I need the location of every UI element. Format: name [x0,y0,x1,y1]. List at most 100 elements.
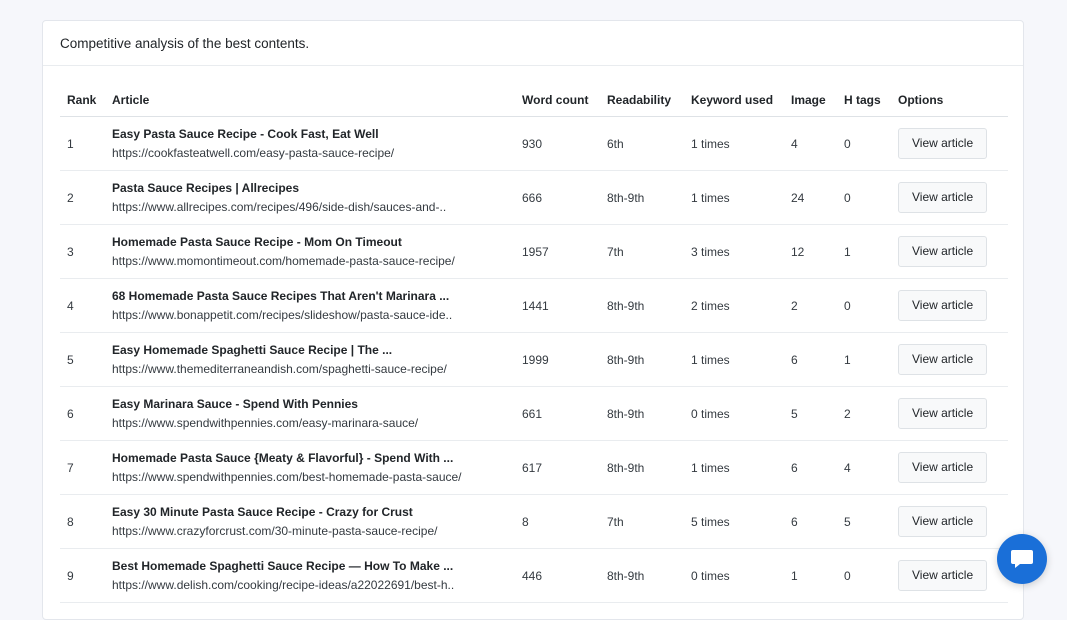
rank-cell: 2 [60,170,105,225]
card-title: Competitive analysis of the best content… [43,21,1023,66]
article-url: https://www.spendwithpennies.com/best-ho… [112,470,462,484]
options-cell: View article [891,440,1008,495]
article-title: Easy Marinara Sauce - Spend With Pennies [112,397,358,411]
table-row: 5 Easy Homemade Spaghetti Sauce Recipe | … [60,332,1008,387]
article-url: https://cookfasteatwell.com/easy-pasta-s… [112,146,395,160]
readability-cell: 7th [600,494,684,549]
article-cell: Pasta Sauce Recipes | Allrecipes https://… [105,170,515,225]
image-count-cell: 24 [784,170,837,225]
table-row: 2 Pasta Sauce Recipes | Allrecipes https:/… [60,170,1008,225]
rank-cell: 5 [60,332,105,387]
table-row: 3 Homemade Pasta Sauce Recipe - Mom On Ti… [60,224,1008,279]
options-cell: View article [891,278,1008,333]
article-title: 68 Homemade Pasta Sauce Recipes That Are… [112,289,450,303]
h-tags-cell: 1 [837,224,891,279]
readability-cell: 8th-9th [600,332,684,387]
keyword-used-cell: 2 times [684,278,784,333]
rank-cell: 7 [60,440,105,495]
options-cell: View article [891,116,1008,171]
article-url: https://www.bonappetit.com/recipes/slide… [112,308,453,322]
image-count-cell: 12 [784,224,837,279]
header-image: Image [784,83,837,117]
table-row: 4 68 Homemade Pasta Sauce Recipes That Ar… [60,278,1008,333]
keyword-used-cell: 3 times [684,224,784,279]
options-cell: View article [891,224,1008,279]
article-title: Easy 30 Minute Pasta Sauce Recipe - Craz… [112,505,413,519]
readability-cell: 8th-9th [600,548,684,603]
rank-cell: 3 [60,224,105,279]
article-cell: Easy Homemade Spaghetti Sauce Recipe | T… [105,332,515,387]
article-cell: Best Homemade Spaghetti Sauce Recipe — H… [105,548,515,603]
rank-cell: 9 [60,548,105,603]
image-count-cell: 4 [784,116,837,171]
header-word-count: Word count [515,83,600,117]
image-count-cell: 6 [784,494,837,549]
article-title: Pasta Sauce Recipes | Allrecipes [112,181,300,195]
h-tags-cell: 0 [837,548,891,603]
h-tags-cell: 0 [837,278,891,333]
view-article-button[interactable]: View article [898,452,988,483]
article-title: Homemade Pasta Sauce Recipe - Mom On Tim… [112,235,402,249]
competitive-analysis-card: Competitive analysis of the best content… [42,20,1024,620]
view-article-button[interactable]: View article [898,182,988,213]
table-row: 6 Easy Marinara Sauce - Spend With Pennie… [60,386,1008,441]
word-count-cell: 1441 [515,278,600,333]
view-article-button[interactable]: View article [898,236,988,267]
options-cell: View article [891,170,1008,225]
chat-bubble-icon [1011,550,1033,568]
article-url: https://www.allrecipes.com/recipes/496/s… [112,200,447,214]
competitive-analysis-table: Rank Article Word count Readability Keyw… [60,83,1008,603]
readability-cell: 7th [600,224,684,279]
table-row: 7 Homemade Pasta Sauce {Meaty & Flavorful… [60,440,1008,495]
article-cell: Homemade Pasta Sauce {Meaty & Flavorful}… [105,440,515,495]
rank-cell: 8 [60,494,105,549]
article-cell: 68 Homemade Pasta Sauce Recipes That Are… [105,278,515,333]
table-row: 1 Easy Pasta Sauce Recipe - Cook Fast, Ea… [60,116,1008,171]
image-count-cell: 6 [784,440,837,495]
image-count-cell: 1 [784,548,837,603]
word-count-cell: 1957 [515,224,600,279]
header-rank: Rank [60,83,105,117]
h-tags-cell: 5 [837,494,891,549]
h-tags-cell: 2 [837,386,891,441]
readability-cell: 6th [600,116,684,171]
article-url: https://www.crazyforcrust.com/30-minute-… [112,524,438,538]
article-url: https://www.spendwithpennies.com/easy-ma… [112,416,419,430]
word-count-cell: 8 [515,494,600,549]
chat-button[interactable] [997,534,1047,584]
word-count-cell: 930 [515,116,600,171]
view-article-button[interactable]: View article [898,398,988,429]
view-article-button[interactable]: View article [898,290,988,321]
header-options: Options [891,83,1008,117]
word-count-cell: 1999 [515,332,600,387]
h-tags-cell: 1 [837,332,891,387]
readability-cell: 8th-9th [600,386,684,441]
options-cell: View article [891,548,1008,603]
h-tags-cell: 0 [837,170,891,225]
view-article-button[interactable]: View article [898,344,988,375]
table-row: 8 Easy 30 Minute Pasta Sauce Recipe - Cra… [60,494,1008,549]
h-tags-cell: 0 [837,116,891,171]
word-count-cell: 666 [515,170,600,225]
article-cell: Homemade Pasta Sauce Recipe - Mom On Tim… [105,224,515,279]
word-count-cell: 661 [515,386,600,441]
view-article-button[interactable]: View article [898,506,988,537]
article-cell: Easy 30 Minute Pasta Sauce Recipe - Craz… [105,494,515,549]
view-article-button[interactable]: View article [898,128,988,159]
options-cell: View article [891,386,1008,441]
rank-cell: 1 [60,116,105,171]
keyword-used-cell: 0 times [684,386,784,441]
rank-cell: 6 [60,386,105,441]
header-article: Article [105,83,515,117]
options-cell: View article [891,332,1008,387]
article-title: Easy Homemade Spaghetti Sauce Recipe | T… [112,343,393,357]
readability-cell: 8th-9th [600,170,684,225]
keyword-used-cell: 1 times [684,332,784,387]
readability-cell: 8th-9th [600,278,684,333]
readability-cell: 8th-9th [600,440,684,495]
view-article-button[interactable]: View article [898,560,988,591]
article-url: https://www.momontimeout.com/homemade-pa… [112,254,455,268]
table-header-row: Rank Article Word count Readability Keyw… [60,83,1008,117]
header-h-tags: H tags [837,83,891,117]
article-title: Easy Pasta Sauce Recipe - Cook Fast, Eat… [112,127,379,141]
